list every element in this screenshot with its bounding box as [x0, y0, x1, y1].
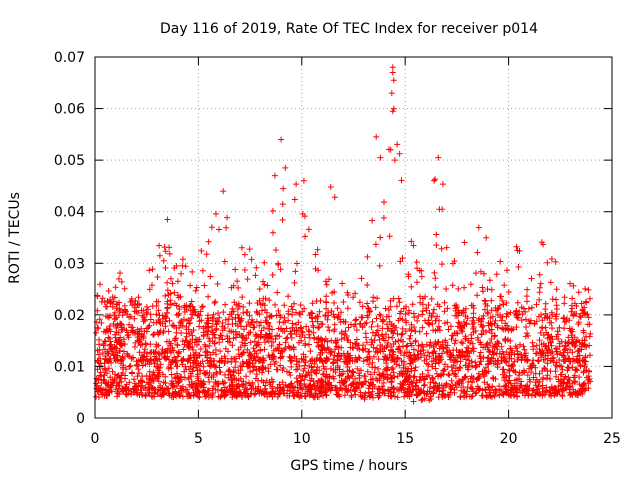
- chart-title: Day 116 of 2019, Rate Of TEC Index for r…: [160, 21, 538, 37]
- x-tick-label: 0: [91, 431, 100, 447]
- data-points: [93, 64, 594, 405]
- y-tick-label: 0.04: [54, 205, 85, 221]
- y-tick-label: 0.01: [54, 359, 85, 375]
- y-tick-label: 0.07: [54, 50, 85, 66]
- y-tick-label: 0: [76, 411, 85, 427]
- plot-frame: [94, 56, 613, 419]
- axis-ticks: 0 0.01 0.02 0.03 0.04 0.05 0.06 0.07 0 5 10 15 20 25: [54, 50, 621, 447]
- y-tick-label: 0.06: [54, 102, 85, 118]
- y-tick-label: 0.05: [54, 153, 85, 169]
- x-axis-label: GPS time / hours: [290, 458, 407, 474]
- y-tick-label: 0.03: [54, 256, 85, 272]
- y-axis-label: ROTI / TECUs: [7, 192, 23, 284]
- x-tick-label: 5: [194, 431, 203, 447]
- x-tick-label: 15: [396, 431, 414, 447]
- roti-point-markers: [93, 64, 594, 405]
- x-tick-label: 10: [293, 431, 311, 447]
- x-tick-label: 25: [603, 431, 621, 447]
- x-tick-label: 20: [500, 431, 518, 447]
- y-tick-label: 0.02: [54, 308, 85, 324]
